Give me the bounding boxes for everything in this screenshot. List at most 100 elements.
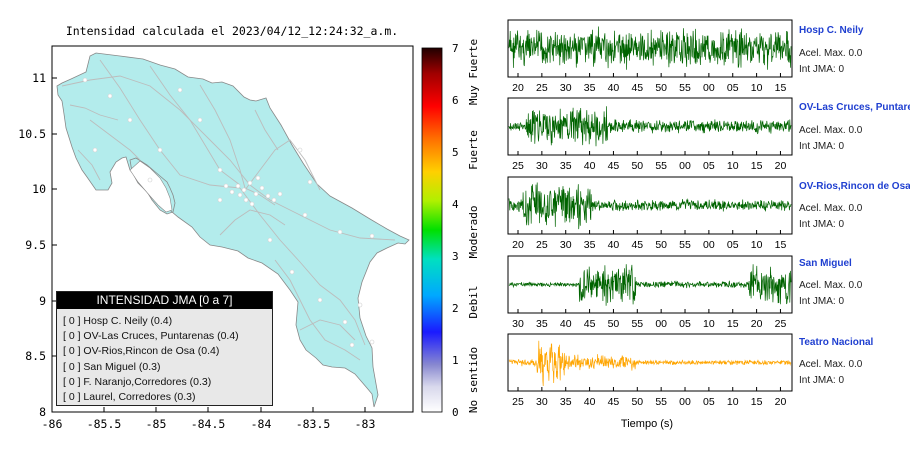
colorbar-label: Moderado: [467, 206, 480, 259]
map-axis-ticks: [51, 77, 366, 413]
waveform-tick-label: 30: [560, 82, 572, 94]
waveform-tick-label: 00: [703, 239, 715, 251]
colorbar-label: Muy Fuerte: [467, 39, 480, 105]
station-title: Teatro Nacional: [799, 337, 874, 348]
colorbar-tick: 6: [452, 94, 459, 107]
legend-row: [ 0 ] OV-Las Cruces, Puntarenas (0.4): [63, 330, 239, 343]
colorbar-tick: 0: [452, 406, 459, 419]
map-x-ticks: -86 -85.5 -85 -84.5 -84 -83.5 -83: [42, 417, 376, 431]
station-info: Acel. Max. 0.0 Int JMA: 0: [799, 201, 862, 233]
waveform-tick-label: 25: [536, 239, 548, 251]
accel-label: Acel. Max. 0.0: [799, 203, 863, 214]
station-markers: [82, 77, 375, 348]
waveform-tick-label: 20: [751, 318, 763, 330]
colorbar-tick: 3: [452, 250, 459, 263]
waveform-tick-label: 45: [631, 82, 643, 94]
waveform-tick-label: 10: [727, 396, 739, 408]
jma-label: Int JMA: 0: [799, 219, 845, 230]
waveform-tick-label: 10: [751, 239, 763, 251]
colorbar-tick: 2: [452, 302, 459, 315]
waveform-trace: [508, 182, 792, 230]
waveform-trace: [508, 106, 792, 147]
legend-row: [ 0 ] San Miguel (0.3): [63, 360, 161, 373]
waveform-tick-label: 05: [703, 396, 715, 408]
waveform-tick-label: 35: [536, 318, 548, 330]
waveform-tick-label: 25: [512, 160, 524, 172]
waveform-tick-label: 00: [655, 318, 667, 330]
map-y-tick: 9: [39, 294, 46, 308]
colorbar-label: Debil: [467, 285, 480, 318]
waveform-tick-label: 05: [727, 82, 739, 94]
waveform-tick-label: 30: [560, 239, 572, 251]
waveform-tick-label: 50: [655, 82, 667, 94]
colorbar-label: Fuerte: [467, 130, 480, 170]
map-y-tick: 11: [32, 71, 46, 85]
intensity-legend: INTENSIDAD JMA [0 a 7] [ 0 ] Hosp C. Nei…: [56, 291, 273, 406]
waveform-tick-label: 30: [536, 396, 548, 408]
waveform-tick-label: 40: [584, 396, 596, 408]
waveform-tick-label: 40: [608, 82, 620, 94]
waveform-tick-label: 50: [631, 160, 643, 172]
waveform-tick-label: 55: [631, 318, 643, 330]
waveform-tick-label: 20: [775, 160, 787, 172]
jma-label: Int JMA: 0: [799, 375, 845, 386]
waveform-tick-label: 50: [631, 396, 643, 408]
waveform-tick-label: 20: [512, 82, 524, 94]
map-y-tick: 10: [32, 182, 46, 196]
station-info: Acel. Max. 0.0 Int JMA: 0: [799, 278, 862, 310]
map-x-tick: -84.5: [191, 417, 226, 431]
jma-label: Int JMA: 0: [799, 64, 845, 75]
legend-title: INTENSIDAD JMA [0 a 7]: [57, 292, 272, 309]
waveform-panels: 20 25 30 35 40 45 50 55 00 05 10 15 25 30 35 40 45 50 55 00…: [507, 19, 793, 408]
waveform-tick-label: 00: [679, 396, 691, 408]
waveform-tick-label: 45: [584, 318, 596, 330]
waveform-tick-label: 35: [584, 239, 596, 251]
station-info: Acel. Max. 0.0 Int JMA: 0: [799, 123, 862, 155]
waveform-trace: [508, 340, 792, 387]
map-y-ticks: 11 10.5 10 9.5 9 8.5 8: [18, 71, 46, 419]
road-network: [61, 59, 396, 361]
waveform-tick-label: 20: [512, 239, 524, 251]
legend-row: [ 0 ] OV-Rios,Rincon de Osa (0.4): [63, 345, 220, 358]
map-title: Intensidad calculada el 2023/04/12_12:24…: [66, 24, 398, 38]
waveform-tick-label: 00: [679, 160, 691, 172]
waveform-tick-label: 25: [536, 82, 548, 94]
jma-label: Int JMA: 0: [799, 296, 845, 307]
waveform-tick-label: 15: [727, 318, 739, 330]
station-title: OV-Rios,Rincon de Osa: [799, 181, 910, 192]
waveform-tick-label: 10: [727, 160, 739, 172]
station-info: Acel. Max. 0.0 Int JMA: 0: [799, 46, 862, 78]
waveform-trace: [508, 26, 792, 70]
map-x-tick: -84: [251, 417, 272, 431]
waveform-tick-label: 50: [608, 318, 620, 330]
colorbar: [421, 47, 443, 413]
waveform-tick-label: 25: [775, 318, 787, 330]
waveform-trace: [508, 264, 792, 306]
waveform-tick-label: 15: [751, 396, 763, 408]
waveform-tick-label: 40: [584, 160, 596, 172]
colorbar-tick: 4: [452, 198, 459, 211]
waveform-tick-label: 45: [608, 160, 620, 172]
waveform-tick-label: 30: [512, 318, 524, 330]
map-y-tick: 10.5: [18, 127, 46, 141]
waveform-tick-label: 50: [655, 239, 667, 251]
colorbar-tick: 5: [452, 146, 459, 159]
waveform-tick-label: 05: [727, 239, 739, 251]
map-y-tick: 9.5: [25, 238, 46, 252]
map-x-tick: -85.5: [87, 417, 122, 431]
time-axis-label: Tiempo (s): [621, 418, 673, 430]
waveform-tick-label: 00: [703, 82, 715, 94]
legend-row: [ 0 ] Hosp C. Neily (0.4): [63, 315, 173, 327]
station-title: OV-Las Cruces, Puntarenas: [799, 102, 910, 113]
waveform-tick-label: 05: [679, 318, 691, 330]
waveform-tick-label: 55: [655, 160, 667, 172]
waveform-tick-label: 35: [560, 160, 572, 172]
waveform-tick-label: 55: [655, 396, 667, 408]
station-title: Hosp C. Neily: [799, 25, 864, 36]
waveform-tick-label: 10: [751, 82, 763, 94]
map-y-tick: 8: [39, 405, 46, 419]
waveform-tick-label: 15: [751, 160, 763, 172]
colorbar-tick: 1: [452, 354, 459, 367]
waveform-tick-label: 15: [775, 239, 787, 251]
jma-label: Int JMA: 0: [799, 141, 845, 152]
